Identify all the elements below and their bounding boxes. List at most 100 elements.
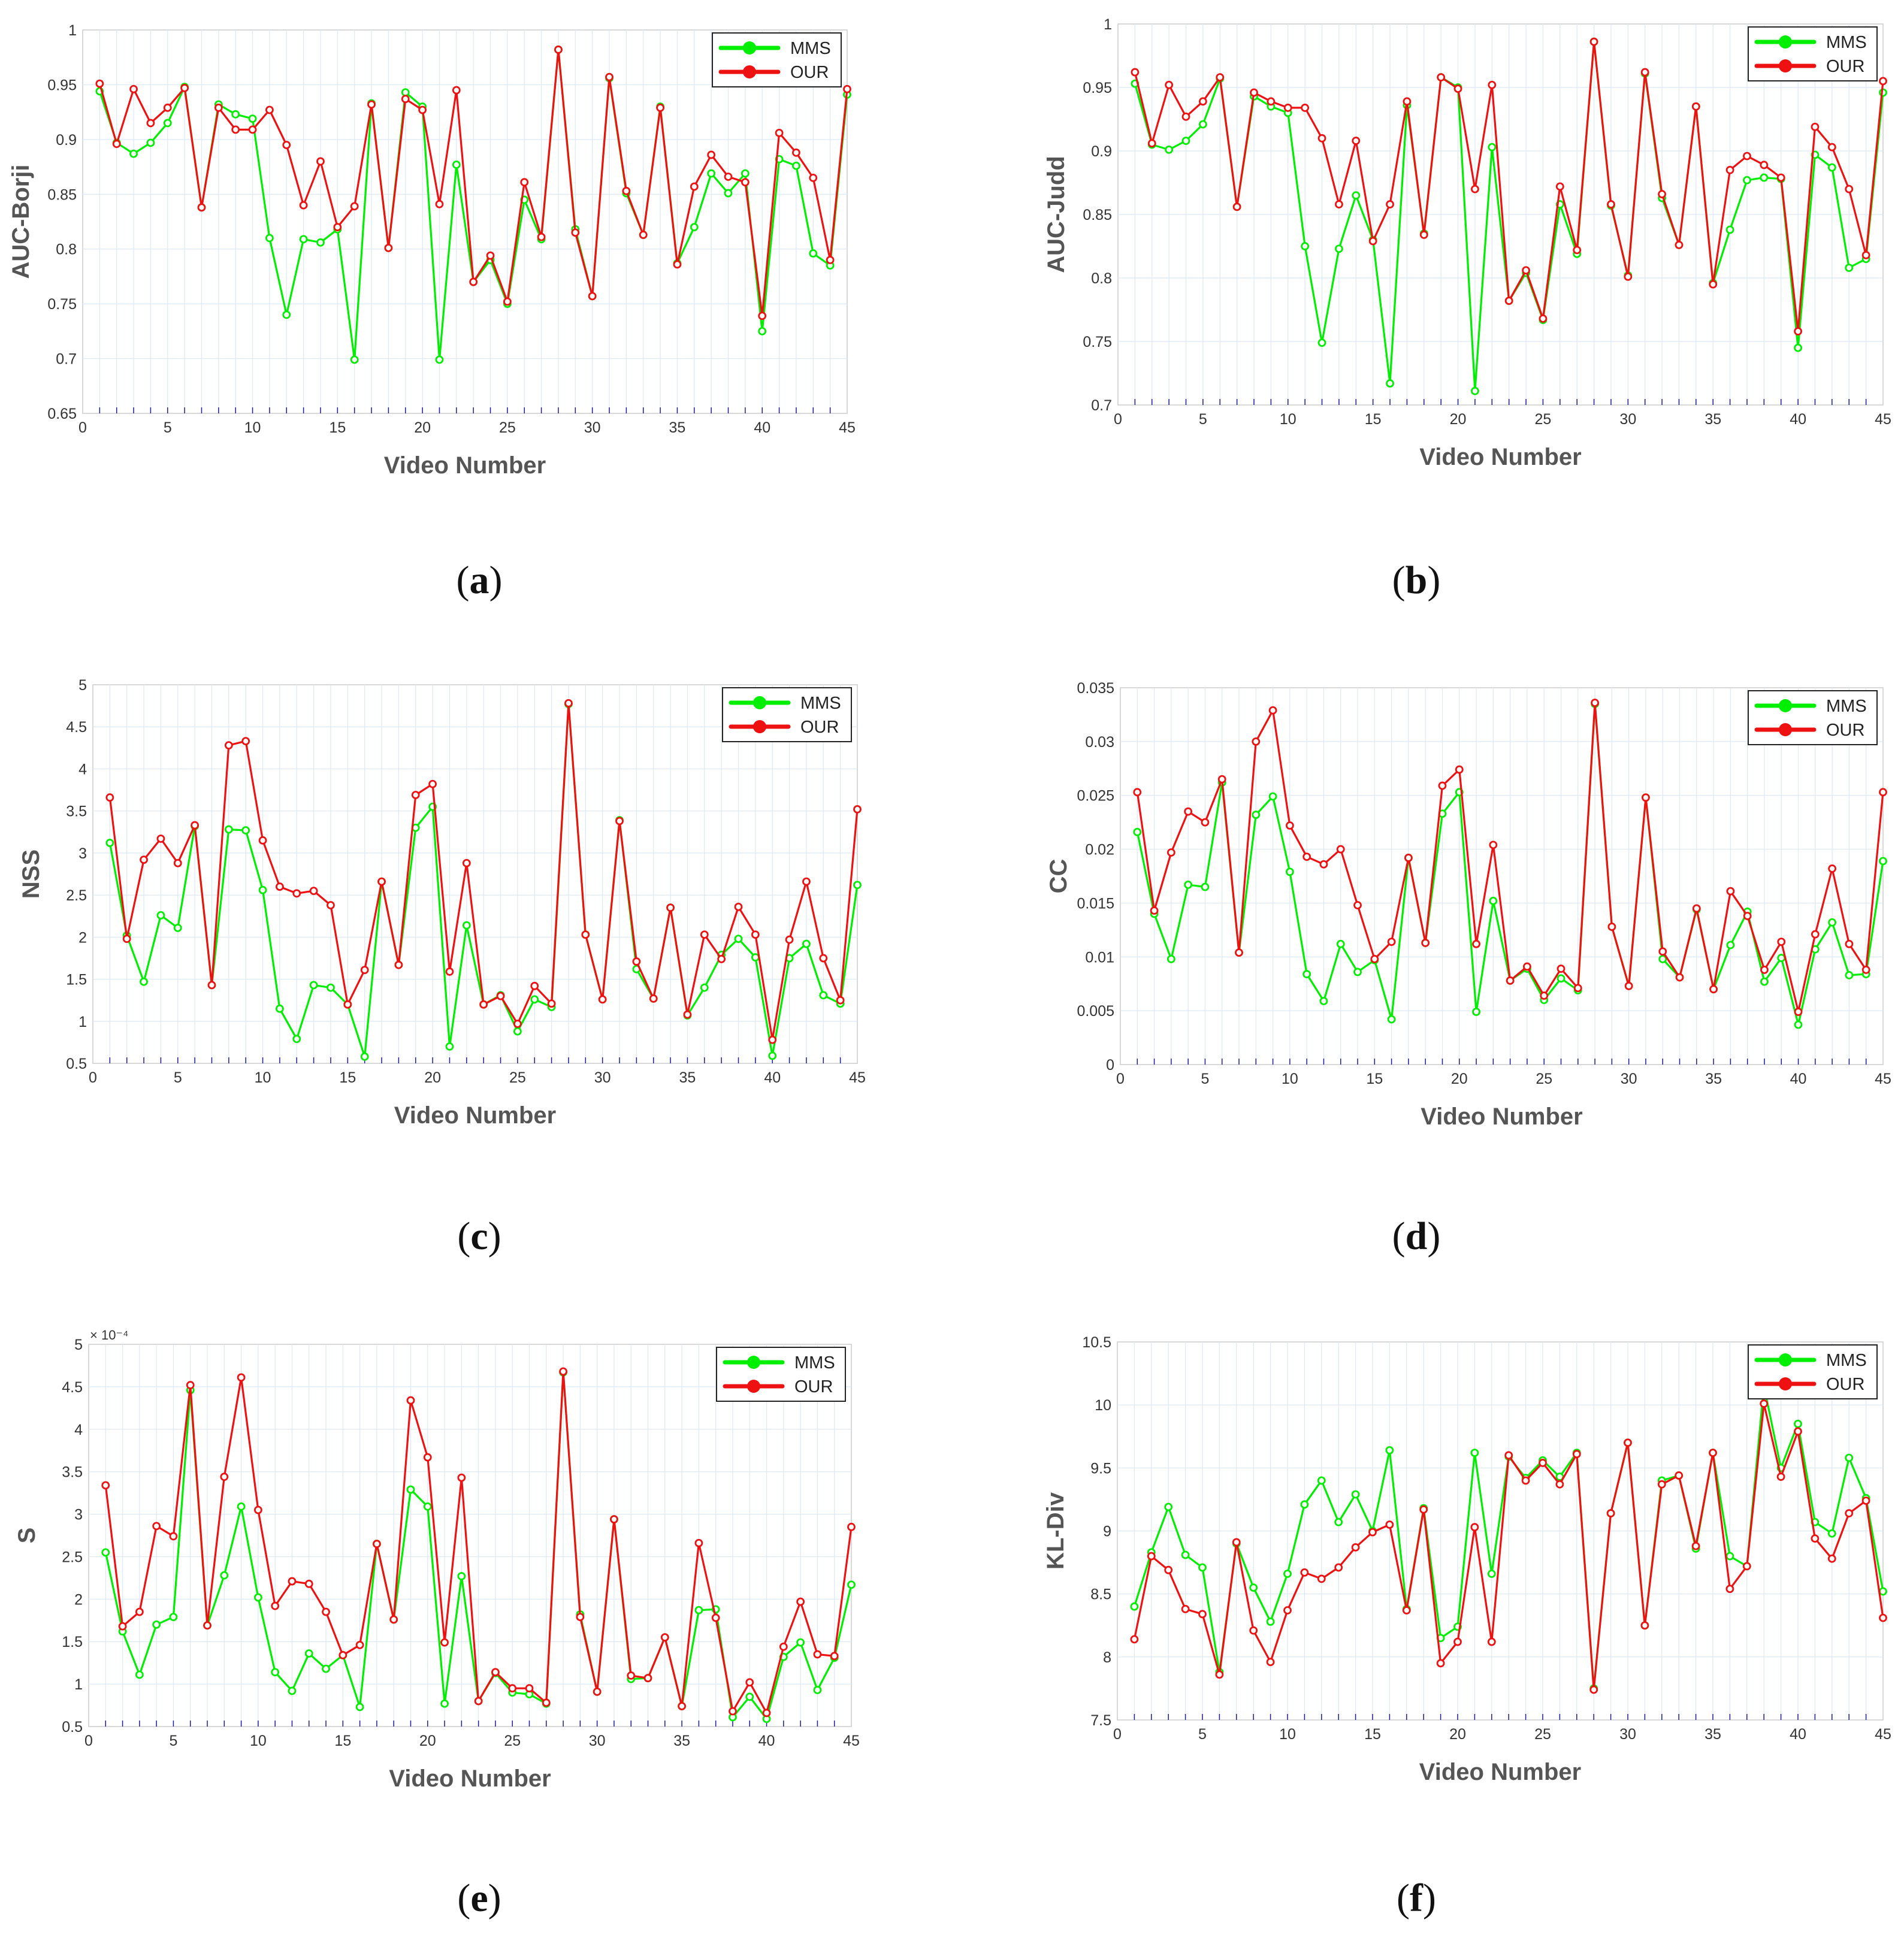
data-point-our [241,737,250,745]
data-point-mms [1133,827,1142,836]
data-point-mms [1487,1570,1496,1578]
y-tick-label: 10 [1095,1397,1111,1414]
data-point-our [1268,706,1277,715]
x-tick-label: 30 [1619,1726,1636,1743]
data-point-our [1215,1670,1224,1679]
data-point-mms [1198,120,1207,129]
data-point-our [785,935,794,944]
legend-marker-mms [747,1356,760,1369]
data-point-mms [768,1051,777,1060]
data-point-our [1267,97,1276,106]
legend-marker-mms [1779,699,1792,712]
x-tick-label: 10 [1280,411,1296,428]
data-point-our [1436,1659,1445,1668]
data-point-our [327,901,335,909]
y-tick-label: 4 [74,1422,83,1438]
data-point-our [394,960,403,969]
data-point-our [152,1522,161,1531]
data-point-our [1691,102,1700,111]
data-point-our [1487,1637,1496,1646]
y-axis-label: KL-Div [1042,1492,1069,1570]
data-point-mms [169,1613,178,1622]
data-point-mms [1386,379,1394,388]
data-point-our [1471,185,1479,194]
x-axis-label: Video Number [389,1765,551,1792]
panel-caption: (c) [457,1214,501,1258]
data-point-mms [1879,1587,1887,1596]
data-point-mms [276,1004,284,1013]
data-point-mms [1489,896,1498,905]
data-point-our [1776,173,1785,182]
x-tick-label: 20 [1449,1726,1466,1743]
x-tick-label: 15 [1364,1726,1381,1743]
data-point-our [559,1367,567,1376]
legend-label-our: OUR [1826,1375,1864,1394]
x-axis-label: Video Number [1421,1103,1582,1130]
data-point-mms [1319,997,1328,1005]
x-tick-label: 0 [84,1733,93,1749]
data-point-our [745,1678,754,1687]
data-point-our [186,1381,195,1389]
y-tick-label: 0.75 [1083,334,1112,350]
data-point-our [598,995,607,1004]
data-point-our [1402,1606,1411,1615]
x-tick-label: 35 [669,419,686,436]
data-point-our [1675,973,1684,982]
data-point-our [231,125,240,134]
data-point-our [440,1638,449,1647]
x-tick-label: 35 [679,1069,696,1086]
x-axis-label: Video Number [394,1102,556,1129]
data-point-our [588,292,597,301]
x-tick-label: 15 [334,1733,351,1749]
data-point-our [627,1671,636,1680]
data-point-our [1147,139,1156,148]
data-point-our [1472,939,1480,948]
data-point-mms [299,235,308,244]
legend-marker-our [747,1380,760,1393]
legend-marker-mms [1779,35,1792,49]
y-tick-label: 0.7 [1091,397,1112,414]
data-point-our [1658,190,1666,198]
x-tick-label: 15 [329,419,346,436]
data-point-our [377,877,386,886]
data-point-our [1232,1538,1241,1547]
data-point-mms [813,1686,822,1694]
data-point-mms [105,839,114,847]
data-point-our [105,793,114,802]
data-point-mms [741,169,749,178]
x-tick-label: 15 [1365,411,1382,428]
data-point-our [1692,904,1701,913]
data-point-our [1522,266,1530,275]
data-point-mms [163,119,172,128]
data-point-our [843,84,851,93]
data-point-our [1386,200,1394,208]
data-point-mms [700,983,709,992]
data-point-mms [129,149,138,158]
data-point-our [95,79,104,88]
data-point-mms [1335,244,1343,253]
data-point-mms [220,1571,229,1580]
data-point-our [129,84,138,93]
data-point-mms [792,161,800,170]
y-tick-label: 0.01 [1085,949,1114,966]
legend: MMS OUR [716,1347,846,1402]
data-point-our [576,1613,585,1622]
data-point-mms [146,138,155,147]
data-point-mms [258,885,267,894]
data-point-our [656,103,664,112]
data-point-mms [1845,971,1854,979]
data-point-our [779,1642,788,1651]
legend: MMS OUR [1748,26,1878,81]
x-tick-label: 25 [509,1069,526,1086]
x-tick-label: 0 [89,1069,97,1086]
data-point-our [1624,1438,1632,1447]
data-point-our [1351,1543,1360,1552]
x-tick-label: 30 [594,1069,611,1086]
data-point-our [1539,1459,1547,1467]
x-tick-label: 35 [1704,411,1721,428]
data-point-mms [292,1035,301,1044]
y-tick-label: 3.5 [62,1464,83,1481]
data-point-our [632,957,641,966]
data-point-mms [1760,977,1769,986]
